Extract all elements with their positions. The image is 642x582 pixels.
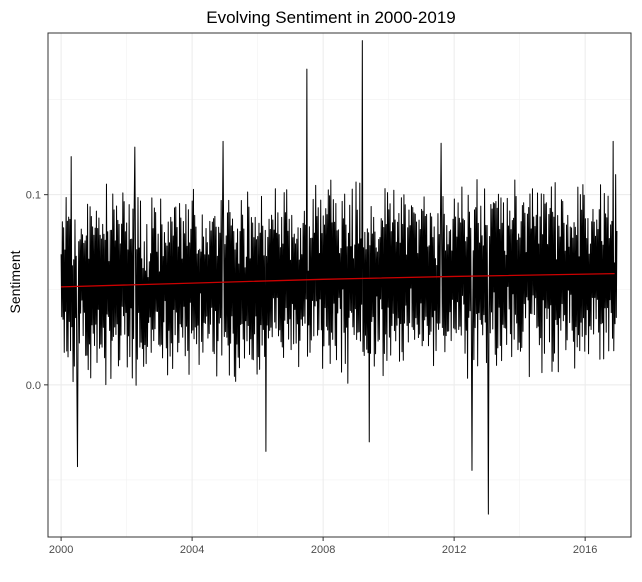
x-tick-label: 2016 — [573, 544, 597, 556]
trend-line — [61, 272, 615, 288]
y-axis-label: Sentiment — [7, 250, 23, 313]
chart-title: Evolving Sentiment in 2000-2019 — [206, 8, 456, 27]
panel-border — [47, 32, 632, 538]
x-tick-label: 2012 — [442, 544, 466, 556]
x-tick-label: 2004 — [180, 544, 204, 556]
y-tick-label: 0.0 — [26, 380, 41, 392]
plot-area: 2000 2004 2008 2012 2016 0.0 0.1 — [26, 32, 632, 556]
x-tick-label: 2000 — [49, 544, 73, 556]
sentiment-series-line — [60, 40, 618, 515]
x-tick-label: 2008 — [311, 544, 335, 556]
y-tick-label: 0.1 — [26, 190, 41, 202]
